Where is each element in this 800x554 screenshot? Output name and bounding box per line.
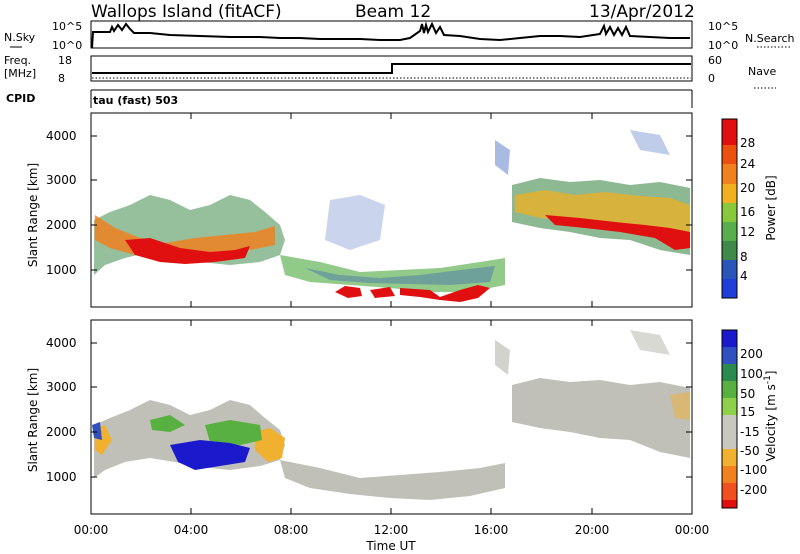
- velocity-cblabel: Velocity [m s-1]: [763, 371, 778, 462]
- velocity-ytick-2000: 2000: [46, 425, 77, 439]
- velocity-cbtick-100: 100: [740, 367, 763, 381]
- power-cbtick-8: 8: [740, 250, 748, 264]
- xtick-1600: 16:00: [474, 523, 509, 537]
- power-ytick-3000: 3000: [46, 173, 77, 187]
- nsearch-tick-top: 10^5: [708, 20, 738, 33]
- nsky-tick-bottom: 10^0: [52, 39, 82, 52]
- nsky-label: N.Sky: [4, 31, 36, 44]
- nave-label: Nave: [748, 65, 776, 78]
- beam-title: Beam 12: [355, 2, 432, 22]
- freq-label: Freq.: [4, 54, 31, 67]
- power-cbtick-16: 16: [740, 205, 755, 219]
- xtick-1200: 12:00: [374, 523, 409, 537]
- power-cbtick-12: 12: [740, 225, 755, 239]
- nave-tick-bottom: 0: [708, 72, 715, 85]
- velocity-panel: 4000 3000 2000 1000 Slant Range [km] 200…: [26, 319, 778, 515]
- power-cbtick-20: 20: [740, 181, 755, 195]
- xlabel: Time UT: [365, 539, 416, 553]
- xtick-2000: 20:00: [575, 523, 610, 537]
- power-ytick-4000: 4000: [46, 129, 77, 143]
- x-ticks: [190, 113, 593, 514]
- power-ylabel: Slant Range [km]: [26, 163, 40, 267]
- xtick-0400: 04:00: [174, 523, 209, 537]
- power-scatter: [94, 130, 690, 302]
- power-cbtick-28: 28: [740, 136, 755, 150]
- xtick-0000: 00:00: [74, 523, 109, 537]
- x-axis: 00:00 04:00 08:00 12:00 16:00 20:00 00:0…: [74, 113, 710, 553]
- velocity-ytick-4000: 4000: [46, 336, 77, 350]
- velocity-cbtick-minus15: -15: [740, 425, 760, 439]
- xtick-2400: 00:00: [675, 523, 710, 537]
- cpid-panel: CPID tau (fast) 503: [6, 89, 693, 108]
- velocity-cbtick-50: 50: [740, 387, 755, 401]
- velocity-cbtick-minus100: -100: [740, 463, 767, 477]
- velocity-cbtick-minus200: -200: [740, 483, 767, 497]
- nsearch-tick-bottom: 10^0: [708, 39, 738, 52]
- nsky-panel: N.Sky 10^5 10^0 10^5 10^0 N.Search: [4, 20, 795, 52]
- xtick-0800: 08:00: [274, 523, 309, 537]
- velocity-ytick-3000: 3000: [46, 380, 77, 394]
- cpid-value: tau (fast) 503: [93, 94, 178, 107]
- station-title: Wallops Island (fitACF): [91, 2, 282, 22]
- velocity-cbtick-minus50: -50: [740, 444, 760, 458]
- velocity-scatter: [92, 330, 690, 500]
- nave-tick-top: 60: [708, 54, 722, 67]
- freq-tick-top: 18: [58, 54, 72, 67]
- power-colorbar: [721, 118, 738, 299]
- freq-trace: [92, 63, 691, 74]
- power-cblabel: Power [dB]: [764, 175, 778, 240]
- velocity-cbtick-200: 200: [740, 347, 763, 361]
- freq-panel: Freq. [MHz] 18 8 60 0 Nave: [4, 54, 776, 89]
- velocity-colorbar: [721, 329, 738, 509]
- velocity-ytick-1000: 1000: [46, 470, 77, 484]
- nsky-trace: [91, 21, 690, 49]
- freq-unit: [MHz]: [4, 67, 36, 80]
- freq-tick-bottom: 8: [58, 72, 65, 85]
- nsearch-label: N.Search: [745, 32, 795, 45]
- power-cbtick-24: 24: [740, 157, 755, 171]
- power-ytick-2000: 2000: [46, 218, 77, 232]
- power-ytick-1000: 1000: [46, 263, 77, 277]
- power-panel: 4000 3000 2000 1000 Slant Range [km] 28 …: [26, 112, 778, 308]
- velocity-y-ticks: [91, 342, 692, 478]
- power-y-ticks: [91, 135, 692, 271]
- cpid-label: CPID: [6, 92, 35, 105]
- nsky-tick-top: 10^5: [52, 20, 82, 33]
- power-cbtick-4: 4: [740, 269, 748, 283]
- velocity-ylabel: Slant Range [km]: [26, 368, 40, 472]
- date-title: 13/Apr/2012: [589, 2, 695, 22]
- velocity-cbtick-15: 15: [740, 405, 755, 419]
